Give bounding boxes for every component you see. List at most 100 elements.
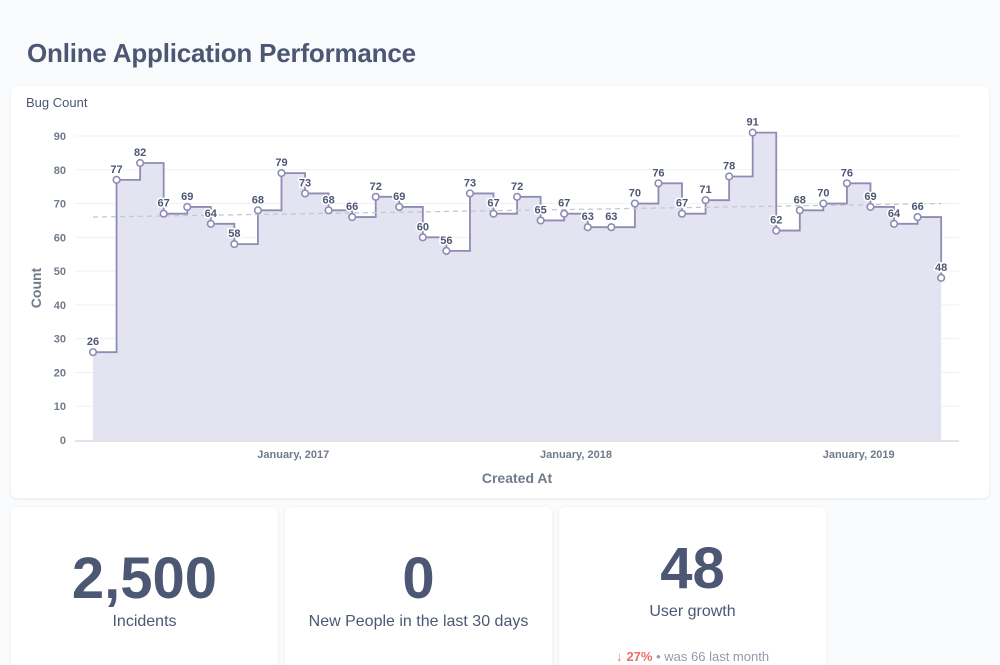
page-title: Online Application Performance <box>27 38 416 68</box>
chart-card-title[interactable]: Bug Count <box>26 95 88 110</box>
data-label: 68 <box>252 194 264 206</box>
new-people-card[interactable]: 0 New People in the last 30 days <box>285 507 552 665</box>
data-label: 79 <box>275 157 287 169</box>
data-label: 64 <box>205 208 218 220</box>
data-point <box>701 196 710 205</box>
y-tick-label: 30 <box>54 334 66 346</box>
y-tick-label: 40 <box>54 300 66 312</box>
data-point <box>748 128 757 137</box>
trend-line <box>92 202 942 218</box>
user-growth-card[interactable]: 48 User growth ↓ 27% • was 66 last month <box>559 507 826 665</box>
data-label: 26 <box>87 336 99 348</box>
y-tick-label: 90 <box>54 131 66 143</box>
data-point <box>583 223 592 232</box>
data-label: 71 <box>699 184 711 196</box>
data-point <box>324 206 333 215</box>
data-point <box>725 172 734 181</box>
data-point <box>442 246 451 255</box>
data-label: 82 <box>134 147 146 159</box>
data-label: 78 <box>723 161 735 173</box>
y-axis-title: Count <box>28 267 44 308</box>
arrow-down-icon: ↓ <box>615 649 623 664</box>
data-label: 70 <box>629 188 641 200</box>
data-point <box>183 202 192 212</box>
data-point <box>88 348 98 357</box>
data-point <box>795 206 804 215</box>
data-point <box>230 239 239 249</box>
data-point <box>253 206 263 215</box>
data-label: 48 <box>935 262 947 274</box>
data-point <box>395 202 404 212</box>
data-point <box>512 192 522 201</box>
data-label: 72 <box>511 181 523 193</box>
data-point <box>866 202 875 212</box>
data-point <box>418 233 427 242</box>
data-point <box>889 219 899 228</box>
data-point <box>371 192 380 201</box>
series-area <box>93 132 942 440</box>
data-label: 56 <box>440 235 452 247</box>
bug-count-chart: 0 10 20 30 40 50 60 70 80 90 26 77 82 67 69 64 58 68 79 73 6… <box>28 115 959 486</box>
data-label: 76 <box>841 167 853 179</box>
data-label: 76 <box>652 167 664 179</box>
data-label: 62 <box>770 215 782 227</box>
data-label: 69 <box>393 191 405 203</box>
data-label: 77 <box>110 164 122 176</box>
data-point <box>654 179 663 188</box>
data-label: 73 <box>464 177 476 189</box>
user-growth-label[interactable]: User growth <box>649 603 736 620</box>
y-tick-label: 60 <box>54 232 66 244</box>
y-tick-label: 0 <box>60 435 66 447</box>
data-point <box>489 209 498 218</box>
previous-value-text: • was 66 last month <box>656 649 770 664</box>
incidents-value: 2,500 <box>71 546 218 611</box>
data-label: 68 <box>322 194 334 206</box>
data-point <box>630 199 639 208</box>
data-label: 91 <box>747 117 759 129</box>
data-label: 64 <box>888 208 901 220</box>
data-point <box>465 189 475 198</box>
data-label: 58 <box>228 228 240 240</box>
data-point <box>159 209 168 218</box>
data-point <box>607 223 616 232</box>
data-point <box>536 216 545 225</box>
data-label: 63 <box>582 211 594 223</box>
data-label: 67 <box>558 198 570 210</box>
data-point <box>937 273 946 282</box>
data-point <box>842 179 852 188</box>
data-label: 70 <box>817 188 829 200</box>
user-growth-comparison: ↓ 27% • was 66 last month <box>559 649 826 664</box>
data-label: 67 <box>676 198 688 210</box>
data-point <box>819 199 828 208</box>
data-label: 73 <box>299 177 311 189</box>
y-tick-label: 20 <box>54 367 66 379</box>
data-point <box>277 169 286 178</box>
user-growth-value: 48 <box>660 536 725 601</box>
data-label: 67 <box>487 198 499 210</box>
x-tick-label: January, 2017 <box>257 449 329 461</box>
data-point <box>772 226 781 235</box>
data-point <box>136 158 145 168</box>
data-label: 72 <box>370 181 382 193</box>
new-people-label[interactable]: New People in the last 30 days <box>308 613 529 630</box>
change-percent: 27% <box>626 649 653 664</box>
incidents-card[interactable]: 2,500 Incidents <box>11 507 278 665</box>
data-label: 60 <box>417 221 429 233</box>
data-label: 66 <box>911 201 923 213</box>
x-tick-label: January, 2018 <box>540 449 612 461</box>
incidents-label[interactable]: Incidents <box>112 613 177 630</box>
data-point <box>206 219 215 228</box>
x-axis-title: Created At <box>482 470 553 486</box>
bug-count-card[interactable]: Bug Count 0 10 20 30 40 50 60 70 80 90 26 77 82 67 69 6… <box>11 86 989 498</box>
data-label: 66 <box>346 201 358 213</box>
y-tick-label: 70 <box>54 199 66 211</box>
data-point <box>677 209 687 218</box>
y-tick-label: 80 <box>54 165 66 177</box>
data-point <box>913 212 922 222</box>
data-label: 68 <box>794 194 806 206</box>
new-people-value: 0 <box>402 546 435 611</box>
data-label: 69 <box>864 191 876 203</box>
data-point <box>348 212 357 222</box>
data-point <box>560 209 569 218</box>
y-tick-label: 50 <box>54 266 66 278</box>
